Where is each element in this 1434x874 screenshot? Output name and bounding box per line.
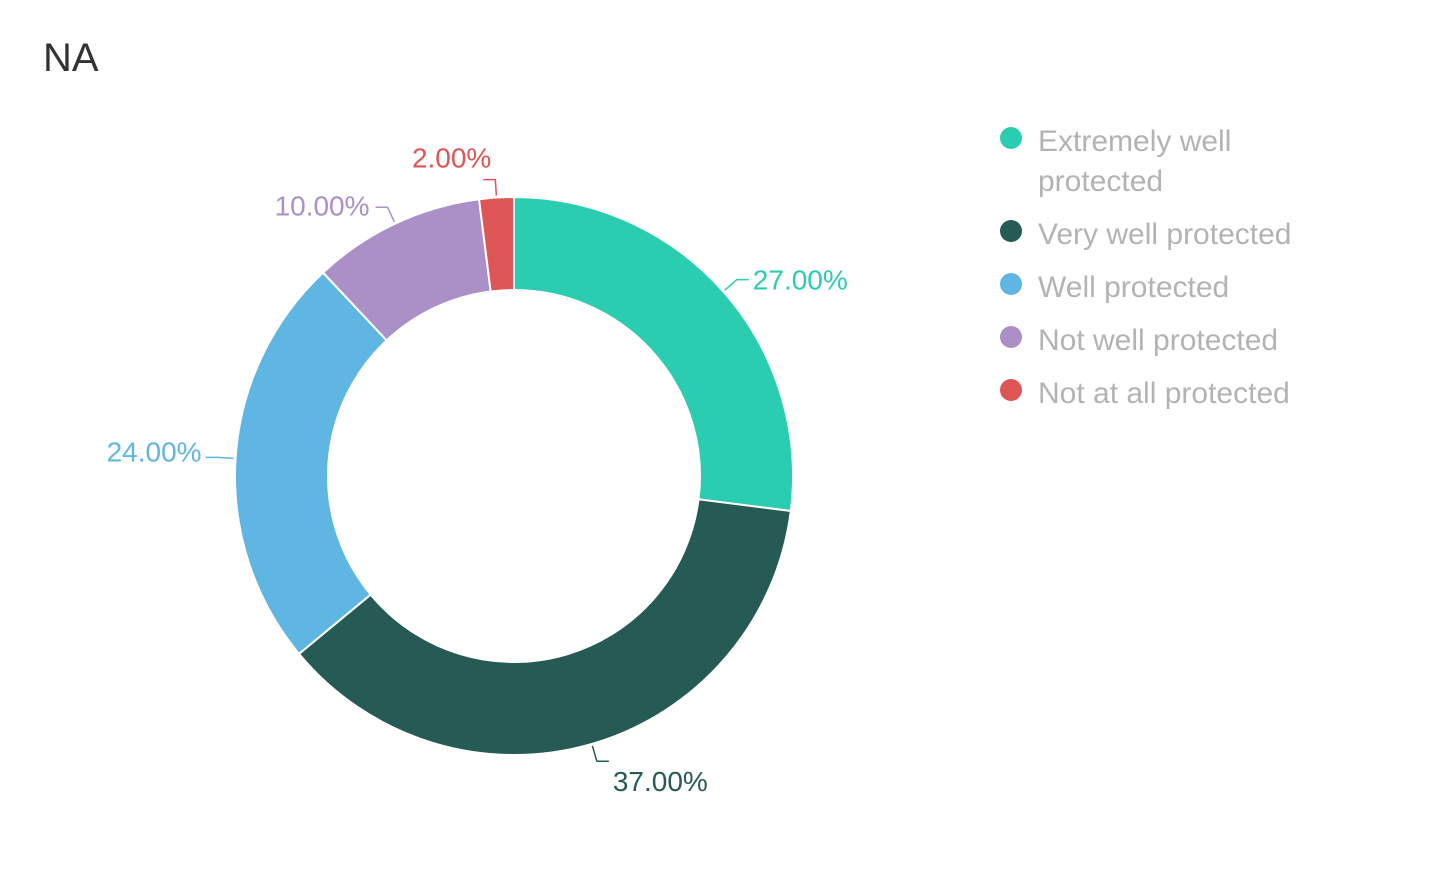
legend-marker: [1000, 273, 1022, 295]
donut-slice-2: [297, 498, 792, 756]
slice-value-label-3: 24.00%: [107, 436, 202, 467]
donut-slice-1: [513, 195, 794, 513]
legend-item: Extremely well protected: [1000, 122, 1330, 202]
leader-line-5: [483, 178, 498, 196]
legend-item: Not at all protected: [1000, 374, 1330, 414]
legend-label: Very well protected: [1038, 218, 1292, 251]
donut-slice-3: [234, 271, 389, 656]
slice-value-label-1: 27.00%: [753, 265, 848, 296]
legend-item: Very well protected: [1000, 215, 1330, 255]
legend-marker: [1000, 127, 1022, 149]
legend-item: Not well protected: [1000, 321, 1330, 361]
leader-line-2: [591, 745, 609, 762]
legend-marker: [1000, 220, 1022, 242]
leader-line-4: [375, 206, 396, 223]
legend-label: Not at all protected: [1038, 377, 1290, 410]
legend-item: Well protected: [1000, 268, 1330, 308]
slice-value-label-5: 2.00%: [412, 143, 491, 174]
legend-label: Well protected: [1038, 271, 1230, 304]
slice-value-label-4: 10.00%: [275, 190, 370, 221]
legend-marker: [1000, 379, 1022, 401]
chart-title: NA: [43, 36, 99, 80]
slice-value-label-2: 37.00%: [613, 766, 708, 797]
legend-marker: [1000, 326, 1022, 348]
leader-line-1: [724, 278, 749, 291]
legend: Extremely well protected Very well protec…: [1000, 122, 1330, 427]
donut-slice-5: [477, 195, 515, 293]
leader-line-3: [205, 456, 234, 460]
legend-label: Extremely well protected: [1038, 125, 1232, 198]
legend-label: Not well protected: [1038, 324, 1279, 357]
